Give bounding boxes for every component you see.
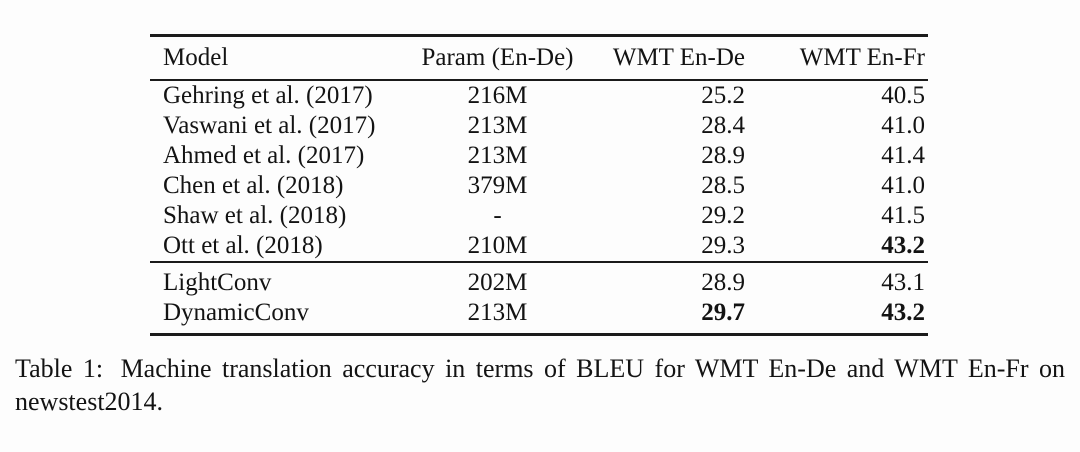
cell-wmt-en-fr: 43.1 — [881, 269, 925, 296]
table-row: Ott et al. (2018) 210M 29.3 43.2 — [150, 231, 928, 262]
cell-param: 213M — [467, 299, 528, 326]
cell-model: Ahmed et al. (2017) — [163, 142, 365, 169]
table-row: LightConv 202M 28.9 43.1 — [150, 262, 928, 298]
cell-model: Gehring et al. (2017) — [163, 82, 373, 109]
cell-wmt-en-de: 28.4 — [701, 112, 745, 139]
cell-wmt-en-de: 29.2 — [701, 202, 745, 229]
cell-model: DynamicConv — [163, 299, 309, 326]
cell-wmt-en-de: 29.3 — [701, 232, 745, 259]
cell-wmt-en-de: 29.7 — [701, 299, 745, 326]
cell-wmt-en-fr: 40.5 — [881, 82, 925, 109]
cell-model: Chen et al. (2018) — [163, 172, 344, 199]
baseline-section: Gehring et al. (2017) 216M 25.2 40.5 Vas… — [150, 80, 928, 262]
cell-param: 213M — [467, 142, 528, 169]
cell-param: 202M — [467, 269, 528, 296]
table-header: Model Param (En-De) WMT En-De WMT En-Fr — [150, 36, 928, 80]
cell-wmt-en-fr: 43.2 — [881, 299, 925, 326]
cell-model: Shaw et al. (2018) — [163, 202, 347, 229]
cell-model: Ott et al. (2018) — [163, 232, 323, 259]
table-row: DynamicConv 213M 29.7 43.2 — [150, 298, 928, 335]
col-header-param: Param (En-De) — [421, 44, 574, 71]
cell-wmt-en-fr: 41.4 — [881, 142, 925, 169]
cell-wmt-en-de: 28.9 — [701, 269, 745, 296]
cell-wmt-en-de: 28.9 — [701, 142, 745, 169]
cell-model: LightConv — [163, 269, 272, 296]
col-header-wmt-en-de: WMT En-De — [612, 44, 745, 71]
cell-param: 210M — [467, 232, 528, 259]
table-row: Ahmed et al. (2017) 213M 28.9 41.4 — [150, 141, 928, 171]
table-header-row: Model Param (En-De) WMT En-De WMT En-Fr — [150, 36, 928, 80]
table-caption: Table 1: Machine translation accuracy in… — [15, 352, 1065, 418]
cell-param: 379M — [467, 172, 528, 199]
col-header-wmt-en-fr: WMT En-Fr — [799, 44, 925, 71]
results-table: Model Param (En-De) WMT En-De WMT En-Fr … — [150, 34, 928, 336]
table-row: Vaswani et al. (2017) 213M 28.4 41.0 — [150, 111, 928, 141]
col-header-model: Model — [163, 44, 229, 71]
cell-wmt-en-de: 28.5 — [701, 172, 745, 199]
cell-wmt-en-fr: 41.0 — [881, 172, 925, 199]
cell-param: 216M — [467, 82, 528, 109]
cell-wmt-en-fr: 43.2 — [881, 232, 925, 259]
cell-model: Vaswani et al. (2017) — [163, 112, 376, 139]
table-row: Gehring et al. (2017) 216M 25.2 40.5 — [150, 80, 928, 111]
cell-wmt-en-fr: 41.5 — [881, 202, 925, 229]
table-row: Chen et al. (2018) 379M 28.5 41.0 — [150, 171, 928, 201]
cell-param: - — [493, 202, 502, 229]
cell-wmt-en-fr: 41.0 — [881, 112, 925, 139]
caption-label: Table 1: — [15, 354, 104, 383]
caption-text: Machine translation accuracy in terms of… — [15, 354, 1066, 416]
cell-param: 213M — [467, 112, 528, 139]
cell-wmt-en-de: 25.2 — [701, 82, 745, 109]
proposed-section: LightConv 202M 28.9 43.1 DynamicConv 213… — [150, 262, 928, 335]
table-row: Shaw et al. (2018) - 29.2 41.5 — [150, 201, 928, 231]
